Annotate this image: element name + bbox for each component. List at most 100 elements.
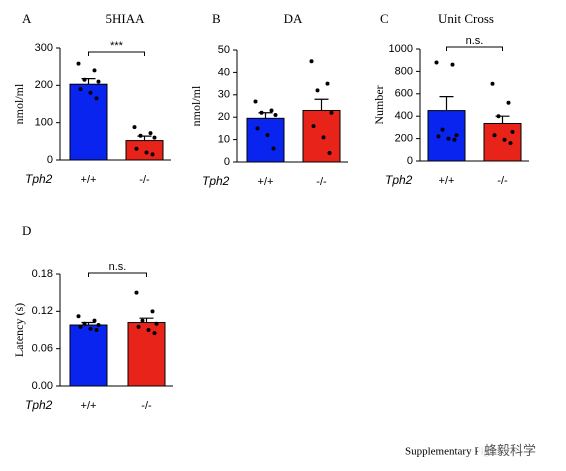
data-point — [315, 88, 320, 93]
error-bar — [439, 96, 454, 111]
x-axis-label: Tph2 — [202, 174, 230, 188]
significance-bracket — [88, 272, 147, 277]
data-point — [76, 314, 81, 319]
data-point — [502, 137, 507, 142]
data-point — [146, 328, 151, 332]
y-tick-label: 300 — [35, 42, 53, 54]
data-point — [96, 79, 101, 84]
panel-letter: C — [380, 11, 389, 26]
bar — [427, 110, 466, 162]
y-axis-label: Number — [372, 85, 386, 124]
data-point — [150, 152, 155, 157]
data-point — [273, 112, 278, 117]
data-point — [134, 146, 139, 151]
data-point — [152, 135, 157, 140]
data-point — [140, 318, 145, 323]
error-bar — [139, 317, 154, 323]
data-point — [450, 62, 455, 67]
data-point — [440, 127, 445, 132]
bar — [69, 83, 108, 161]
data-point — [436, 134, 441, 139]
y-tick-label: 800 — [395, 65, 413, 77]
x-axis-label: Tph2 — [25, 398, 53, 412]
y-tick-label: 1000 — [389, 43, 413, 55]
y-tick-label: 0.18 — [32, 268, 53, 280]
data-point — [88, 90, 93, 95]
y-tick-label: 40 — [218, 66, 230, 78]
significance-bracket — [446, 46, 503, 51]
data-point — [78, 324, 83, 329]
significance-label: *** — [110, 40, 124, 52]
data-point — [309, 59, 314, 64]
data-point — [88, 326, 93, 331]
data-point — [144, 150, 149, 155]
data-point — [255, 126, 260, 131]
data-point — [76, 61, 81, 66]
y-tick-label: 0 — [47, 154, 53, 166]
x-tick-label: -/- — [497, 175, 508, 187]
y-tick-label: 20 — [218, 111, 230, 123]
y-tick-label: 600 — [395, 88, 413, 100]
data-point — [152, 331, 157, 336]
data-point — [329, 110, 334, 115]
y-tick-label: 100 — [35, 117, 53, 129]
data-point — [136, 324, 141, 329]
data-point — [154, 321, 159, 326]
data-point — [94, 96, 99, 101]
y-tick-label: 200 — [395, 133, 413, 145]
y-tick-label: 0 — [224, 156, 230, 168]
data-point — [434, 60, 439, 65]
y-tick-label: 0.06 — [32, 343, 53, 355]
x-axis-label: Tph2 — [25, 172, 53, 186]
significance-bracket — [88, 51, 145, 56]
data-point — [271, 146, 276, 151]
bar — [69, 324, 108, 387]
x-tick-label: +/+ — [439, 175, 455, 187]
data-point — [325, 81, 330, 86]
data-point — [508, 141, 513, 146]
bar — [302, 109, 341, 163]
data-point — [134, 290, 139, 295]
y-tick-label: 0.00 — [32, 380, 53, 392]
data-point — [82, 321, 87, 326]
y-axis-label: nmol/ml — [189, 85, 203, 126]
panel-letter: B — [212, 11, 221, 26]
watermark: 蜂毅科学 — [484, 443, 536, 458]
y-axis-label: Latency (s) — [12, 303, 26, 357]
watermark-bg — [478, 442, 548, 462]
data-point — [269, 108, 274, 113]
data-point — [150, 309, 155, 314]
y-tick-label: 400 — [395, 110, 413, 122]
bar — [246, 117, 285, 163]
data-point — [132, 125, 137, 130]
data-point — [92, 68, 97, 73]
data-point — [259, 110, 264, 115]
data-point — [506, 100, 511, 105]
significance-label: n.s. — [109, 261, 127, 273]
data-point — [452, 137, 457, 142]
y-tick-label: 0.12 — [32, 305, 53, 317]
significance-label: n.s. — [466, 35, 484, 47]
data-point — [311, 124, 316, 129]
data-point — [327, 151, 332, 156]
x-tick-label: +/+ — [258, 176, 274, 188]
data-point — [321, 135, 326, 140]
data-point — [510, 129, 515, 134]
data-point — [78, 87, 83, 92]
bar — [127, 322, 166, 387]
y-tick-label: 0 — [407, 155, 413, 167]
chart-title: Unit Cross — [438, 11, 494, 26]
data-point — [265, 133, 270, 138]
x-tick-label: -/- — [141, 400, 152, 412]
bar — [125, 140, 164, 161]
x-tick-label: +/+ — [81, 400, 97, 412]
y-tick-label: 30 — [218, 89, 230, 101]
data-point — [490, 81, 495, 86]
data-point — [446, 136, 451, 141]
x-tick-label: +/+ — [81, 174, 97, 186]
panel-letter: D — [22, 223, 31, 238]
data-point — [492, 133, 497, 138]
y-tick-label: 200 — [35, 79, 53, 91]
data-point — [138, 133, 143, 138]
